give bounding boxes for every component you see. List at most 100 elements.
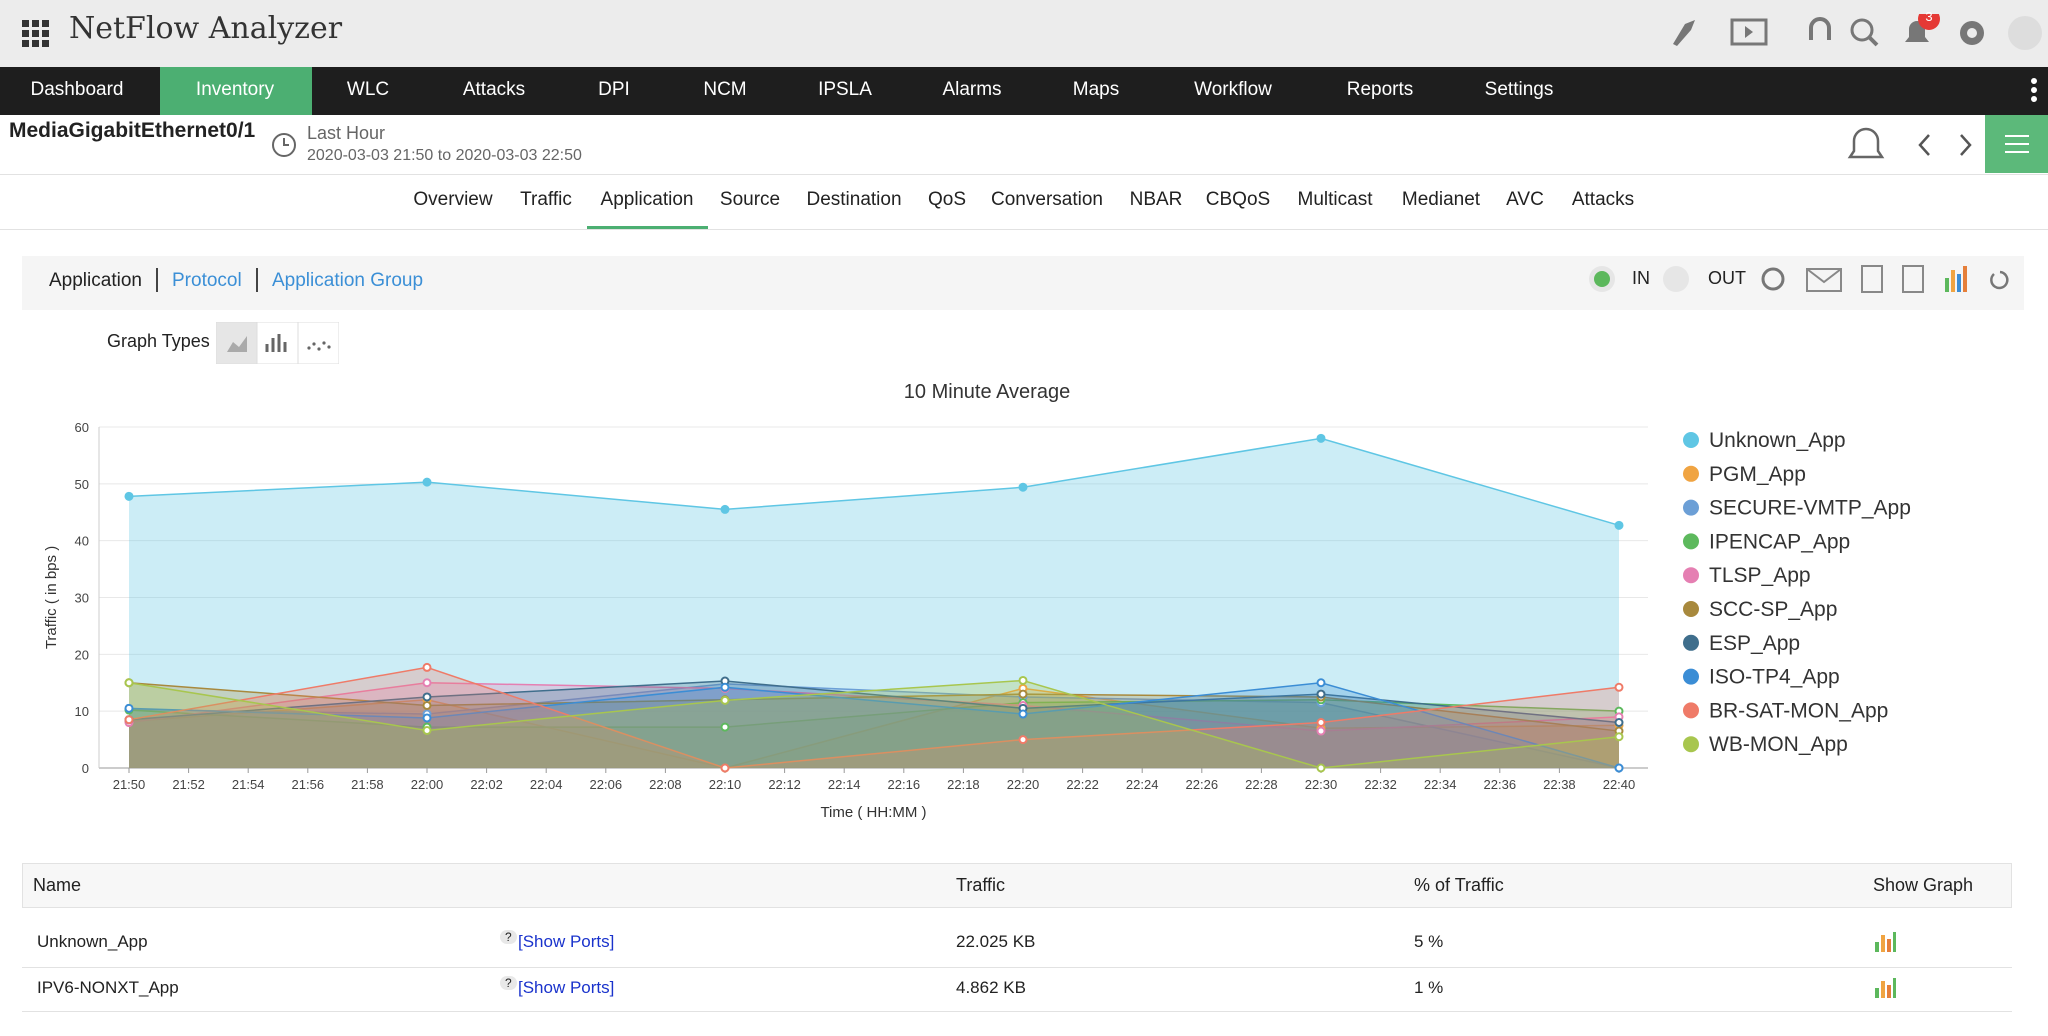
data-point (1614, 520, 1624, 530)
x-tick-label: 22:00 (411, 777, 444, 792)
y-tick-label: 40 (75, 534, 89, 549)
view-application-group[interactable]: Application Group (272, 270, 424, 291)
help-icon[interactable]: ? (500, 976, 517, 990)
sub-tab[interactable]: Application (600, 189, 694, 210)
sub-tab[interactable]: Attacks (1571, 189, 1635, 210)
area-type[interactable] (216, 322, 258, 364)
csv-icon[interactable] (1902, 265, 1924, 293)
nav-item[interactable]: Attacks (462, 79, 526, 100)
nav-item[interactable]: Maps (1072, 79, 1120, 100)
data-point (1316, 726, 1326, 736)
sub-tab[interactable]: CBQoS (1205, 189, 1271, 210)
legend-swatch (1683, 736, 1699, 753)
view-application[interactable]: Application (49, 270, 142, 291)
x-tick-label: 22:10 (709, 777, 742, 792)
header-icons (1673, 14, 2042, 50)
chart: 10 Minute Average Traffic ( in bps ) Time … (43, 381, 1911, 821)
show-graph-icon[interactable] (1873, 976, 1897, 1000)
present-icon[interactable] (1730, 18, 1768, 46)
search-icon[interactable] (1850, 18, 1874, 42)
y-tick-label: 30 (75, 591, 89, 606)
x-tick-label: 22:08 (649, 777, 682, 792)
data-point (422, 713, 432, 723)
legend-swatch (1683, 533, 1699, 550)
toolbar (22, 256, 2024, 310)
nav-item[interactable]: Settings (1484, 79, 1554, 100)
in-label: IN (1632, 268, 1650, 288)
series-line (128, 680, 1620, 724)
in-radio[interactable] (1587, 264, 1617, 294)
pdf-icon[interactable] (1861, 265, 1883, 293)
support-icon[interactable] (1809, 17, 1831, 40)
cell: IPV6-NONXT_App (37, 978, 179, 997)
sub-tab[interactable]: Source (719, 189, 781, 210)
divider (0, 229, 2048, 230)
next-icon[interactable] (1960, 134, 1972, 156)
data-point (1316, 718, 1326, 728)
cell: 4.862 KB (956, 978, 1026, 997)
column-header: Traffic (956, 875, 1006, 895)
data-point (422, 662, 432, 672)
sub-tab[interactable]: Multicast (1297, 189, 1373, 210)
nav-item[interactable]: NCM (703, 79, 747, 100)
out-radio[interactable] (1661, 264, 1691, 294)
refresh-icon[interactable] (1990, 270, 2009, 290)
sub-tab[interactable]: NBAR (1129, 189, 1183, 210)
column-header: Show Graph (1873, 875, 1974, 895)
help-icon[interactable]: ? (500, 930, 517, 944)
device-name: MediaGigabitEthernet0/1 (9, 119, 256, 142)
more-icon[interactable] (2028, 75, 2040, 107)
sub-tab[interactable]: Traffic (520, 189, 572, 210)
chart-icon[interactable] (1945, 266, 1967, 292)
nav-item[interactable]: Workflow (1194, 79, 1272, 100)
mail-icon[interactable] (1806, 268, 1842, 292)
legend-label: SCC-SP_App (1709, 598, 1837, 621)
apps-icon[interactable] (22, 20, 50, 48)
data-point (1316, 763, 1326, 773)
scatter-type[interactable] (297, 322, 339, 364)
sub-tab[interactable]: Medianet (1401, 189, 1481, 210)
prev-icon[interactable] (1918, 134, 1930, 156)
clock-icon (272, 133, 296, 157)
series-line (128, 437, 1620, 527)
table-header (22, 863, 2012, 908)
y-tick-label: 0 (82, 761, 89, 776)
data-point (422, 477, 432, 487)
nav-bar (0, 67, 2048, 115)
legend-label: TLSP_App (1709, 564, 1811, 587)
data-point (1316, 433, 1326, 443)
sub-tab[interactable]: Overview (413, 189, 493, 210)
sub-tab[interactable]: Conversation (991, 189, 1103, 210)
sub-tab[interactable]: Destination (806, 189, 902, 210)
period: Last Hour (307, 123, 386, 143)
x-tick-label: 22:26 (1186, 777, 1219, 792)
row-divider (22, 967, 2012, 968)
nav-item[interactable]: DPI (598, 79, 630, 100)
separator (256, 268, 258, 292)
nav-item[interactable]: Alarms (942, 79, 1002, 100)
separator (156, 268, 158, 292)
data-point (720, 504, 730, 514)
show-ports-link[interactable]: [Show Ports] (518, 978, 615, 997)
column-header[interactable]: Name (33, 875, 82, 895)
alarm-icon[interactable] (1847, 127, 1885, 159)
nav-item[interactable]: IPSLA (818, 79, 872, 100)
user-avatar[interactable] (2008, 16, 2042, 50)
history-icon[interactable] (1761, 267, 1785, 291)
data-point (124, 703, 134, 713)
legend-swatch (1683, 499, 1699, 516)
nav-item[interactable]: Reports (1346, 79, 1414, 100)
show-graph-icon[interactable] (1873, 930, 1897, 954)
sub-tab[interactable]: QoS (927, 189, 967, 210)
nav-item[interactable]: Dashboard (30, 79, 124, 100)
nav-item[interactable]: Inventory (195, 79, 275, 100)
cell: 5 % (1414, 932, 1444, 951)
rocket-icon[interactable] (1673, 20, 1695, 46)
show-ports-link[interactable]: [Show Ports] (518, 932, 615, 951)
legend-swatch (1683, 465, 1699, 482)
sub-tab[interactable]: AVC (1506, 189, 1544, 210)
nav-item[interactable]: WLC (346, 79, 390, 100)
data-point (720, 722, 730, 732)
view-protocol[interactable]: Protocol (172, 270, 242, 291)
legend-label: ESP_App (1709, 632, 1800, 655)
